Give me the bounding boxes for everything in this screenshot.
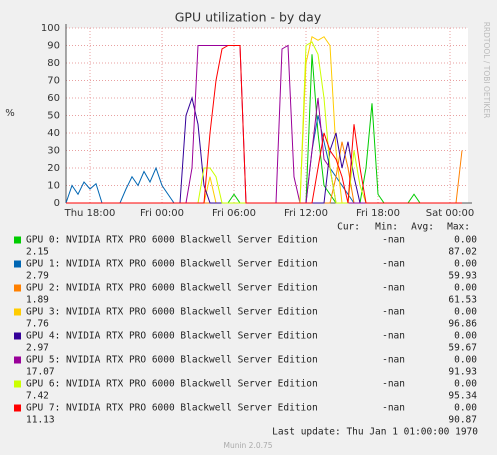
y-tick-label: 40 <box>47 128 60 139</box>
y-tick-label: 50 <box>47 111 60 122</box>
x-tick-label: Fri 12:00 <box>284 208 328 219</box>
y-axis-label: % <box>5 108 15 119</box>
legend-max: 61.53 <box>448 295 477 306</box>
legend-swatch <box>14 308 21 316</box>
legend-avg: 2.79 <box>26 271 49 282</box>
legend-max: 90.87 <box>448 415 477 426</box>
legend-name: GPU 2: NVIDIA RTX PRO 6000 Blackwell Ser… <box>26 283 318 294</box>
legend-header: Max: <box>447 222 470 233</box>
legend-header: Avg: <box>411 222 434 233</box>
legend-name: GPU 4: NVIDIA RTX PRO 6000 Blackwell Ser… <box>26 331 318 342</box>
legend-avg: 7.42 <box>26 391 49 402</box>
legend-min: 0.00 <box>454 283 477 294</box>
y-tick-label: 30 <box>47 146 60 157</box>
y-tick-label: 70 <box>47 76 60 87</box>
legend-avg: 2.97 <box>26 343 49 354</box>
y-tick-label: 10 <box>47 181 60 192</box>
legend-cur: -nan <box>382 235 405 246</box>
legend-min: 0.00 <box>454 355 477 366</box>
legend-max: 95.34 <box>448 391 477 402</box>
legend-swatch <box>14 404 21 412</box>
legend-max: 91.93 <box>448 367 477 378</box>
legend-header: Min: <box>375 222 398 233</box>
legend-name: GPU 0: NVIDIA RTX PRO 6000 Blackwell Ser… <box>26 235 318 246</box>
chart-title: GPU utilization - by day <box>175 10 322 25</box>
legend-name: GPU 5: NVIDIA RTX PRO 6000 Blackwell Ser… <box>26 355 318 366</box>
legend-name: GPU 6: NVIDIA RTX PRO 6000 Blackwell Ser… <box>26 379 318 390</box>
legend-avg: 2.15 <box>26 247 49 258</box>
legend-max: 87.02 <box>448 247 477 258</box>
legend-avg: 17.07 <box>26 367 55 378</box>
last-update: Last update: Thu Jan 1 01:00:00 1970 <box>272 427 478 438</box>
legend-min: 0.00 <box>454 331 477 342</box>
legend-swatch <box>14 380 21 388</box>
legend-avg: 11.13 <box>26 415 55 426</box>
legend-cur: -nan <box>382 379 405 390</box>
x-tick-label: Fri 00:00 <box>140 208 184 219</box>
legend-min: 0.00 <box>454 403 477 414</box>
y-tick-label: 60 <box>47 93 60 104</box>
legend-avg: 1.89 <box>26 295 49 306</box>
y-tick-label: 90 <box>47 41 60 52</box>
legend-name: GPU 1: NVIDIA RTX PRO 6000 Blackwell Ser… <box>26 259 318 270</box>
legend-min: 0.00 <box>454 307 477 318</box>
watermark: RRDTOOL / TOBI OETIKER <box>482 22 491 119</box>
y-tick-label: 20 <box>47 163 60 174</box>
y-tick-label: 100 <box>41 23 60 34</box>
legend-name: GPU 7: NVIDIA RTX PRO 6000 Blackwell Ser… <box>26 403 318 414</box>
series-line <box>66 45 462 204</box>
footer: Munin 2.0.75 <box>223 441 272 450</box>
legend-header: Cur: <box>337 222 360 233</box>
x-tick-label: Thu 18:00 <box>64 208 116 219</box>
legend-swatch <box>14 284 21 292</box>
y-tick-label: 0 <box>54 198 60 209</box>
legend-cur: -nan <box>382 331 405 342</box>
legend-avg: 7.76 <box>26 319 49 330</box>
x-tick-label: Fri 06:00 <box>212 208 256 219</box>
legend-swatch <box>14 260 21 268</box>
legend-max: 59.67 <box>448 343 477 354</box>
legend-swatch <box>14 236 21 244</box>
legend-min: 0.00 <box>454 379 477 390</box>
legend-max: 59.93 <box>448 271 477 282</box>
legend-cur: -nan <box>382 283 405 294</box>
y-tick-label: 80 <box>47 58 60 69</box>
legend-cur: -nan <box>382 403 405 414</box>
legend-max: 96.86 <box>448 319 477 330</box>
legend-cur: -nan <box>382 307 405 318</box>
legend-min: 0.00 <box>454 235 477 246</box>
legend-min: 0.00 <box>454 259 477 270</box>
legend-swatch <box>14 332 21 340</box>
legend-cur: -nan <box>382 355 405 366</box>
x-tick-label: Sat 00:00 <box>426 208 474 219</box>
legend-cur: -nan <box>382 259 405 270</box>
x-tick-label: Fri 18:00 <box>356 208 400 219</box>
legend-swatch <box>14 356 21 364</box>
legend-name: GPU 3: NVIDIA RTX PRO 6000 Blackwell Ser… <box>26 307 318 318</box>
